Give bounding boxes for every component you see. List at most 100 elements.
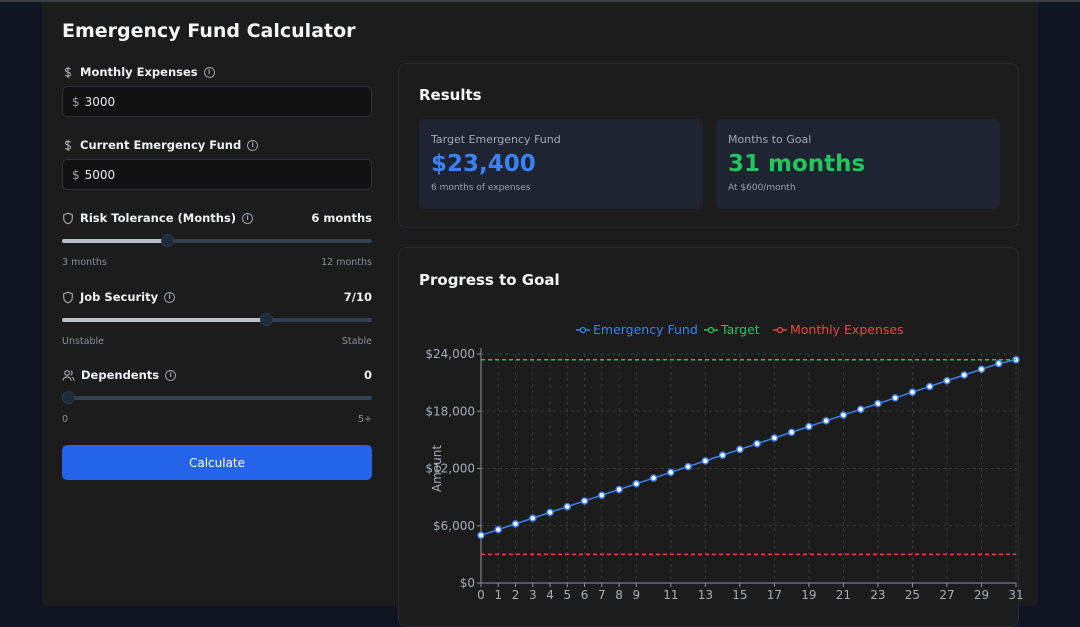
x-tick-label: 11 — [663, 588, 678, 602]
slider-track — [62, 318, 372, 322]
data-point — [580, 497, 589, 505]
x-tick-label: 25 — [905, 588, 920, 602]
data-point — [563, 502, 572, 511]
series-line-emergency-fund — [480, 358, 1017, 537]
data-point — [977, 365, 986, 374]
users-icon — [62, 369, 75, 381]
x-tick-label: 3 — [529, 588, 537, 602]
x-tick-label: 13 — [698, 588, 713, 602]
legend-marker — [707, 326, 715, 334]
dollar-icon — [64, 139, 72, 151]
slider-thumb[interactable] — [62, 391, 75, 404]
data-point — [477, 531, 485, 540]
chart-series — [477, 355, 1020, 556]
shield-icon — [63, 212, 73, 224]
x-tick-label: 5 — [563, 588, 571, 602]
legend-label: Target — [720, 322, 760, 337]
job-max-label: Stable — [341, 336, 372, 347]
chart-legend[interactable]: Emergency Fund Target Monthly Expenses — [576, 322, 904, 337]
dependents-label: Dependents i — [62, 368, 177, 382]
info-icon[interactable]: i — [165, 369, 177, 381]
dependents-value: 0 — [363, 368, 372, 382]
x-tick-label: 27 — [939, 588, 954, 602]
target-fund-sub: 6 months of expenses — [431, 183, 531, 193]
data-point — [891, 394, 899, 402]
dependents-min-label: 0 — [62, 414, 69, 425]
data-point — [511, 520, 520, 528]
data-point — [649, 474, 658, 482]
current-fund-field[interactable] — [84, 167, 345, 182]
data-point — [684, 462, 692, 471]
shield-icon — [63, 291, 73, 303]
data-point — [856, 405, 865, 414]
dependents-slider[interactable] — [62, 391, 372, 405]
info-icon[interactable]: i — [242, 212, 254, 224]
months-to-goal-stat: Months to Goal 31 months At $600/month — [716, 119, 1000, 209]
x-tick-label: 6 — [581, 588, 589, 602]
data-point — [925, 382, 934, 391]
progress-heading: Progress to Goal — [419, 271, 560, 289]
job-security-slider[interactable] — [62, 313, 372, 327]
slider-fill — [62, 239, 168, 243]
progress-card: Progress to Goal — [398, 247, 1019, 627]
monthly-expenses-field[interactable] — [84, 94, 345, 109]
data-point — [598, 491, 606, 499]
results-heading: Results — [419, 86, 482, 104]
months-to-goal-sub: At $600/month — [728, 183, 796, 193]
calculate-button[interactable]: Calculate — [62, 445, 372, 480]
legend-item[interactable]: Target — [704, 322, 760, 337]
data-point — [839, 411, 848, 419]
target-fund-label: Target Emergency Fund — [431, 133, 561, 146]
risk-tolerance-slider[interactable] — [62, 234, 372, 248]
data-point — [736, 445, 744, 454]
data-point — [960, 371, 968, 379]
data-point — [805, 422, 813, 431]
risk-max-label: 12 months — [321, 257, 372, 268]
target-fund-value: $23,400 — [431, 151, 536, 177]
x-tick-label: 29 — [974, 588, 989, 602]
legend-item[interactable]: Monthly Expenses — [773, 322, 904, 337]
monthly-expenses-input[interactable]: $ — [62, 86, 372, 117]
x-tick-label: 9 — [633, 588, 641, 602]
data-point — [701, 457, 710, 465]
data-point — [667, 468, 675, 477]
slider-track — [62, 396, 372, 400]
legend-marker — [579, 326, 587, 334]
data-point — [529, 514, 537, 522]
data-point — [908, 388, 917, 396]
x-tick-label: 23 — [870, 588, 885, 602]
y-tick-label: $12,000 — [425, 462, 475, 476]
x-tick-label: 0 — [477, 588, 485, 602]
y-tick-label: $18,000 — [425, 404, 475, 418]
data-point — [494, 525, 503, 534]
info-icon[interactable]: i — [247, 139, 259, 151]
legend-item[interactable]: Emergency Fund — [576, 322, 698, 337]
results-card: Results Target Emergency Fund $23,400 6 … — [398, 63, 1019, 228]
job-security-label: Job Security i — [62, 290, 176, 304]
slider-thumb[interactable] — [161, 234, 174, 247]
x-tick-label: 19 — [801, 588, 816, 602]
slider-thumb[interactable] — [260, 313, 273, 326]
x-tick-label: 31 — [1008, 588, 1023, 602]
x-tick-label: 8 — [615, 588, 623, 602]
data-point — [994, 359, 1003, 368]
current-fund-label: Current Emergency Fund i — [62, 138, 259, 152]
job-security-value: 7/10 — [343, 290, 372, 304]
months-to-goal-label: Months to Goal — [728, 133, 812, 146]
legend-label: Monthly Expenses — [790, 322, 904, 337]
data-point — [615, 485, 623, 494]
y-axis-label: Amount — [430, 445, 444, 492]
info-icon[interactable]: i — [203, 66, 215, 78]
data-point — [718, 451, 727, 459]
current-fund-input[interactable]: $ — [62, 159, 372, 190]
data-point — [753, 439, 761, 448]
data-point — [822, 417, 830, 425]
job-min-label: Unstable — [62, 336, 104, 347]
legend-marker — [776, 326, 784, 334]
data-point — [943, 376, 951, 385]
data-point — [546, 508, 554, 517]
info-icon[interactable]: i — [164, 291, 176, 303]
data-point — [787, 428, 796, 436]
months-to-goal-value: 31 months — [728, 151, 866, 177]
